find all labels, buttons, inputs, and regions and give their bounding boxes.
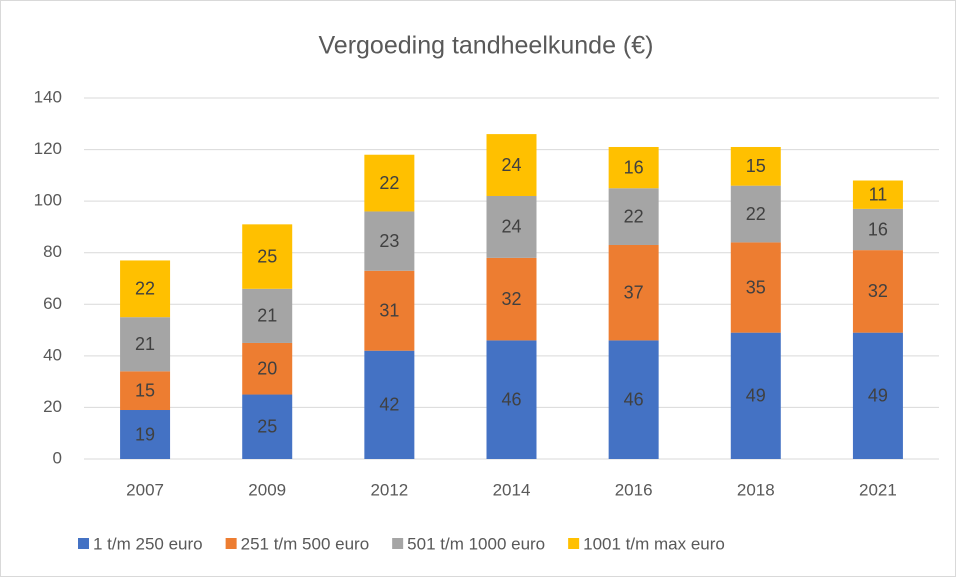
- y-tick-label: 60: [43, 294, 62, 313]
- data-label: 16: [624, 157, 644, 177]
- x-tick-label: 2012: [370, 480, 408, 499]
- bar-segment: [608, 188, 659, 245]
- legend-label: 501 t/m 1000 euro: [407, 534, 545, 553]
- bar-segment: [608, 340, 659, 459]
- data-label: 32: [868, 281, 888, 301]
- data-label: 22: [746, 204, 766, 224]
- data-label: 31: [379, 300, 399, 320]
- bar-segment: [242, 288, 293, 343]
- data-label: 19: [135, 424, 155, 444]
- legend-swatch: [392, 538, 404, 549]
- bar-segment: [486, 340, 537, 459]
- data-label: 24: [501, 217, 521, 237]
- bar-segment: [364, 211, 415, 271]
- y-tick-label: 20: [43, 397, 62, 416]
- bar-segment: [852, 250, 903, 333]
- y-tick-label: 80: [43, 242, 62, 261]
- x-tick-label: 2016: [615, 480, 653, 499]
- bar-segment: [486, 195, 537, 258]
- legend-swatch: [568, 538, 580, 549]
- data-label: 15: [135, 380, 155, 400]
- bar-segment: [120, 410, 171, 459]
- data-label: 20: [257, 359, 277, 379]
- x-tick-label: 2007: [126, 480, 164, 499]
- bar-segment: [608, 244, 659, 341]
- data-label: 46: [501, 389, 521, 409]
- y-tick-label: 140: [34, 87, 62, 106]
- bar-segment: [730, 185, 781, 243]
- data-label: 22: [379, 173, 399, 193]
- data-label: 23: [379, 231, 399, 251]
- bar-segment: [364, 350, 415, 459]
- bar-segment: [486, 134, 537, 196]
- bar-segment: [242, 394, 293, 459]
- y-tick-label: 0: [53, 448, 62, 467]
- data-label: 25: [257, 417, 277, 437]
- bar-segment: [486, 257, 537, 341]
- chart-title: Vergoeding tandheelkunde (€): [319, 32, 654, 60]
- legend-label: 1 t/m 250 euro: [93, 534, 203, 553]
- y-tick-label: 40: [43, 345, 62, 364]
- bar-segment: [852, 180, 903, 209]
- bar-segment: [730, 146, 781, 186]
- bar-segment: [120, 260, 171, 318]
- data-label: 21: [135, 334, 155, 354]
- data-label: 37: [624, 282, 644, 302]
- bar-segment: [608, 146, 659, 189]
- legend-swatch: [78, 538, 89, 549]
- data-label: 16: [868, 219, 888, 239]
- data-label: 42: [379, 395, 399, 415]
- bar-segment: [120, 371, 171, 411]
- bar-segment: [364, 154, 415, 212]
- legend-label: 251 t/m 500 euro: [241, 534, 370, 553]
- data-label: 21: [257, 306, 277, 326]
- legend-swatch: [225, 538, 237, 549]
- bar-segment: [242, 342, 293, 395]
- bar-segment: [730, 332, 781, 459]
- data-label: 46: [624, 389, 644, 409]
- data-label: 49: [746, 386, 766, 406]
- bar-segment: [242, 224, 293, 289]
- x-tick-label: 2009: [248, 480, 286, 499]
- data-label: 35: [746, 277, 766, 297]
- bar-segment: [852, 332, 903, 459]
- data-label: 22: [624, 206, 644, 226]
- data-label: 22: [135, 279, 155, 299]
- data-label: 11: [869, 184, 888, 204]
- x-tick-label: 2018: [737, 480, 775, 499]
- bar-segment: [120, 317, 171, 372]
- data-label: 49: [868, 386, 888, 406]
- legend-label: 1001 t/m max euro: [583, 534, 725, 553]
- data-label: 32: [501, 289, 521, 309]
- bar-segment: [852, 208, 903, 251]
- bar-segment: [364, 270, 415, 351]
- x-tick-label: 2021: [859, 480, 897, 499]
- data-label: 15: [746, 156, 766, 176]
- x-tick-label: 2014: [493, 480, 531, 499]
- y-tick-label: 120: [34, 139, 62, 158]
- y-tick-label: 100: [34, 191, 62, 210]
- data-label: 24: [501, 155, 521, 175]
- bar-segment: [730, 242, 781, 333]
- data-label: 25: [257, 246, 277, 266]
